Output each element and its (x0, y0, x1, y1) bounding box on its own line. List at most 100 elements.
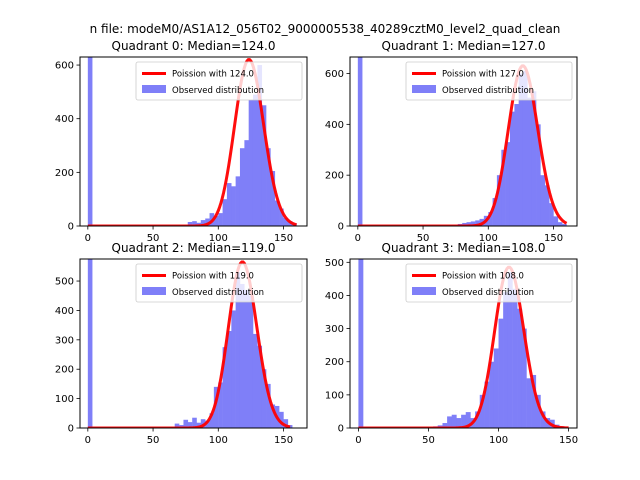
axes-frame (349, 56, 578, 227)
histogram-bar (222, 347, 228, 428)
legend-fit-label: Poission with 108.0 (442, 272, 524, 282)
histogram-bar (231, 186, 236, 226)
legend-box (135, 263, 303, 303)
histogram-bar (553, 216, 559, 226)
histogram-bar (174, 423, 180, 428)
x-tick-label: 0 (85, 435, 91, 446)
histogram-bar (562, 223, 567, 226)
histogram-bar (192, 221, 197, 226)
legend-hist-label: Observed distribution (172, 86, 264, 96)
histogram-bar (540, 175, 546, 226)
legend-hist-swatch (412, 85, 436, 93)
subplot-title: Quadrant 2: Median=119.0 (112, 241, 276, 255)
x-tick-label: 100 (489, 435, 508, 446)
histogram-bar (248, 295, 254, 428)
histogram-bar (192, 417, 197, 428)
histogram-bar (187, 422, 193, 428)
histogram-bar (531, 91, 537, 226)
histogram-bar (549, 203, 554, 226)
histogram-bar (248, 99, 254, 226)
y-tick-label: 500 (55, 277, 74, 288)
histogram-bar (489, 361, 495, 428)
legend-box (405, 263, 573, 303)
subplot-quadrant-1: 0 50 100 150 0 200 400 600 Quadrant 1: Median=12… (325, 39, 578, 244)
histogram-bar (535, 394, 541, 428)
histogram-bar (218, 382, 223, 428)
histogram-bar (87, 259, 93, 428)
histogram-bar (531, 374, 537, 428)
legend-fit-label: Poission with 119.0 (172, 272, 254, 282)
histogram-bar (540, 411, 546, 428)
histogram-bar (279, 411, 284, 428)
histogram-bar (503, 292, 509, 428)
x-tick-label: 150 (274, 435, 293, 446)
y-tick-label: 600 (325, 69, 344, 80)
histogram-bar (496, 175, 502, 226)
legend-hist-swatch (142, 85, 166, 93)
histogram-bar (505, 142, 511, 226)
histogram-bar (244, 289, 249, 428)
x-tick-label: 100 (209, 435, 228, 446)
histogram-bar (527, 97, 533, 226)
x-tick-label: 0 (355, 233, 361, 244)
histogram-bar (488, 212, 493, 226)
histogram-bar (231, 310, 236, 428)
histogram-bar (205, 218, 210, 226)
histogram-bar (252, 94, 258, 226)
histogram-bar (209, 413, 215, 428)
x-tick-label: 0 (355, 435, 361, 446)
legend: Poission with 119.0 Observed distribution (135, 263, 303, 303)
histogram-bars (357, 57, 567, 226)
histogram-bar (205, 420, 210, 428)
x-tick-label: 150 (544, 233, 563, 244)
x-tick-label: 50 (417, 233, 430, 244)
histogram-bar (518, 73, 524, 226)
histogram-bar (479, 394, 485, 428)
histogram-bar (244, 140, 249, 226)
histogram-bar (475, 411, 481, 428)
histogram-bar (465, 412, 471, 428)
legend-hist-swatch (142, 287, 166, 295)
poisson-fit-line (358, 265, 569, 428)
histogram-bar (274, 200, 280, 226)
histogram-bar (522, 70, 528, 226)
histogram-bar (442, 423, 448, 428)
histogram-bar (226, 183, 232, 226)
histogram-bar (466, 222, 472, 226)
y-tick-label: 200 (325, 357, 344, 368)
x-tick-label: 150 (559, 435, 578, 446)
histogram-bar (357, 57, 363, 226)
axes-frame (79, 56, 308, 227)
axes-frame (79, 258, 308, 429)
axes-frame (349, 258, 578, 429)
y-tick-label: 200 (55, 365, 74, 376)
legend-hist-swatch (412, 287, 436, 295)
y-tick-label: 300 (325, 324, 344, 335)
histogram-bar (200, 419, 206, 428)
subplot-title: Quadrant 1: Median=127.0 (382, 39, 546, 53)
legend: Poission with 127.0 Observed distribution (405, 61, 573, 101)
histogram-bar (226, 331, 232, 428)
histogram-bar (451, 414, 457, 428)
histogram-bar (461, 414, 467, 428)
subplot-quadrant-2: 0 50 100 150 0 100 200 300 400 500 Quadrant 2: Med… (55, 241, 308, 446)
legend: Poission with 108.0 Observed distribution (405, 263, 573, 303)
histogram-bar (283, 217, 289, 226)
histogram-bar (462, 222, 467, 226)
y-tick-label: 400 (55, 306, 74, 317)
y-tick-label: 0 (338, 424, 344, 435)
legend-hist-label: Observed distribution (442, 288, 534, 298)
histogram-bar (257, 345, 263, 428)
histogram-bar (501, 149, 506, 226)
histogram-bar (507, 272, 513, 428)
y-tick-label: 200 (55, 168, 74, 179)
x-tick-label: 50 (147, 233, 160, 244)
histogram-bar (270, 171, 276, 226)
legend-fit-label: Poission with 124.0 (172, 70, 254, 80)
legend-hist-label: Observed distribution (442, 86, 534, 96)
histogram-bar (266, 383, 271, 428)
histogram-bar (283, 419, 289, 428)
legend-fit-label: Poission with 127.0 (442, 70, 524, 80)
histogram-bar (279, 208, 284, 226)
